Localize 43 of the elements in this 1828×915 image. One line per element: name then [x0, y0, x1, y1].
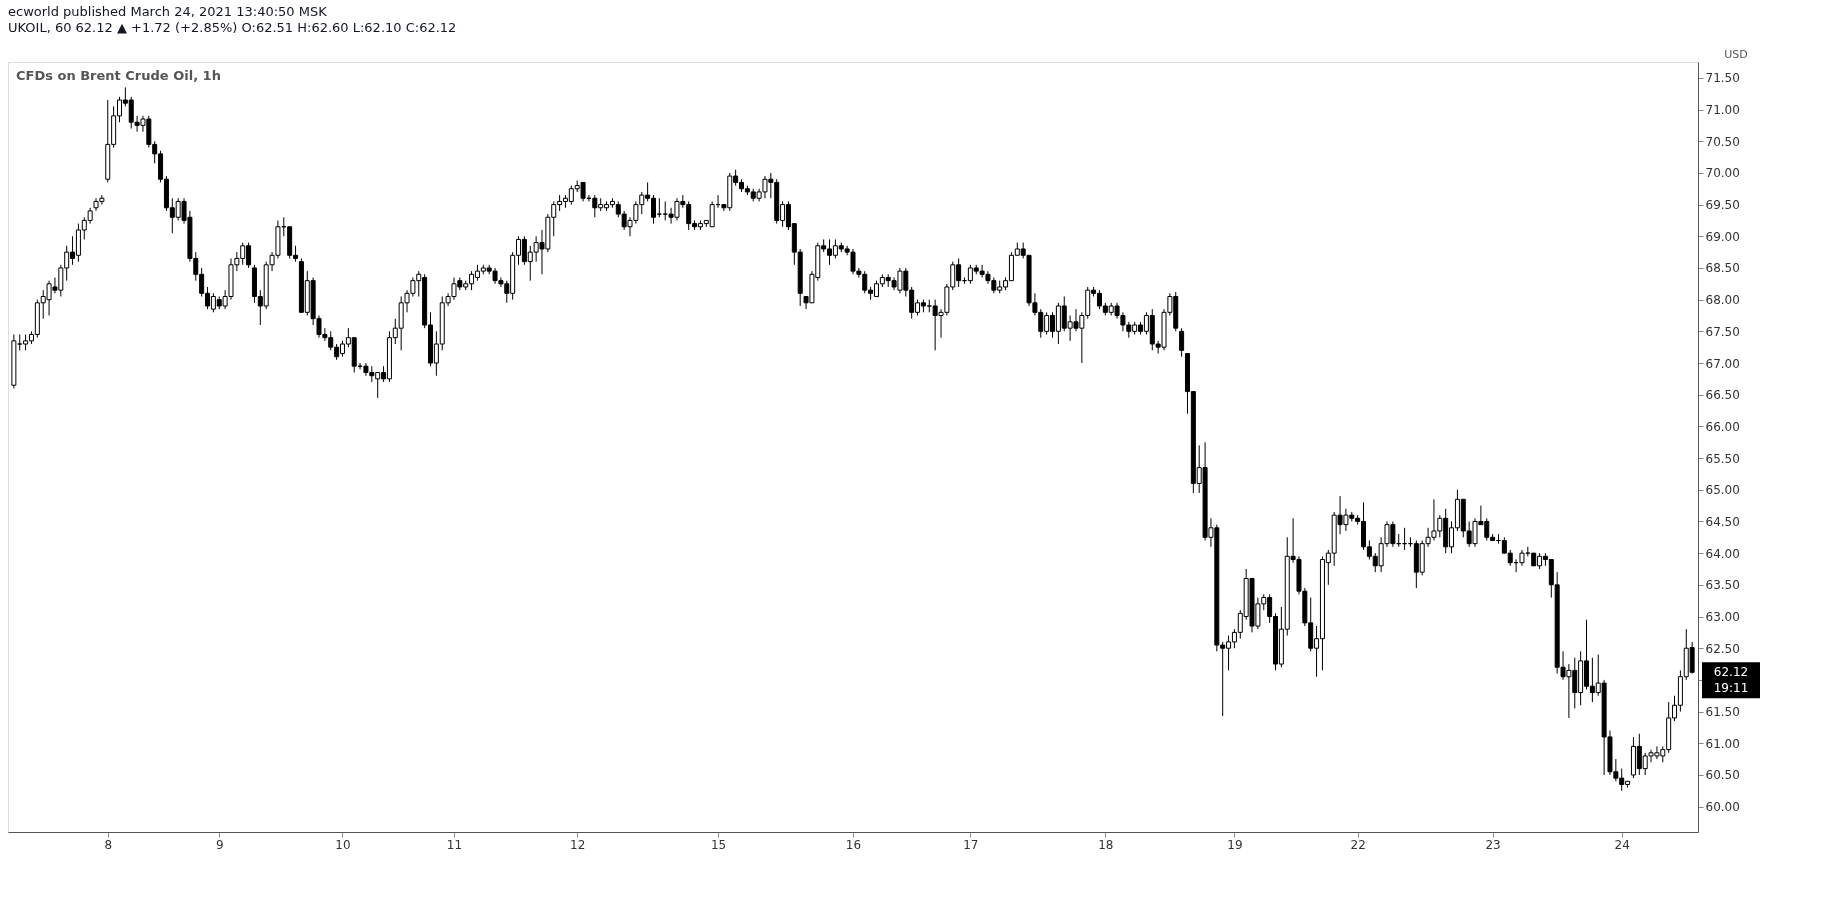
- x-tick-label: 23: [1485, 837, 1501, 852]
- x-tick-label: 18: [1098, 837, 1114, 852]
- chart-title: ecworld published March 24, 2021 13:40:50 MSK: [8, 4, 328, 19]
- chart-subtitle: UKOIL, 60 62.12 ▲ +1.72 (+2.85%) O:62.51 H:62.60 L:62.10 C:62.12: [8, 20, 457, 35]
- x-tick-label: 9: [215, 837, 224, 852]
- y-tick-label: 60.00: [1705, 800, 1740, 815]
- x-tick-label: 11: [446, 837, 463, 852]
- x-tick-label: 19: [1227, 837, 1243, 852]
- x-tick-label: 8: [104, 837, 113, 852]
- annotation: CFDs on Brent Crude Oil, 1h: [16, 68, 221, 83]
- x-tick-label: 16: [845, 837, 862, 852]
- y-tick-label: 66.50: [1705, 388, 1740, 403]
- x-tick-label: 15: [710, 837, 727, 852]
- y-tick-label: 68.50: [1705, 261, 1740, 276]
- y-tick-label: 71.50: [1705, 71, 1740, 86]
- y-tick-label: 61.50: [1705, 705, 1740, 720]
- y-tick-label: 67.50: [1705, 324, 1740, 339]
- text: 19:11: [1713, 681, 1749, 696]
- y-tick-label: 60.50: [1705, 768, 1740, 783]
- y-tick-label: 66.00: [1705, 419, 1740, 434]
- x-tick-label: 10: [335, 837, 351, 852]
- x-tick-label: 12: [570, 837, 586, 852]
- y-tick-label: 69.00: [1705, 229, 1740, 244]
- y-tick-label: 62.50: [1705, 641, 1740, 656]
- y-tick-label: 70.50: [1705, 134, 1740, 149]
- y-tick-label: 63.50: [1705, 578, 1740, 593]
- y-tick-label: 69.50: [1705, 198, 1740, 213]
- y-tick-label: 63.00: [1705, 610, 1740, 625]
- text: 62.12: [1713, 665, 1749, 680]
- y-tick-label: 71.00: [1705, 103, 1740, 118]
- y-tick-label: 70.00: [1705, 166, 1740, 181]
- y-tick-label: 68.00: [1705, 293, 1740, 308]
- y-tick-label: 64.00: [1705, 546, 1740, 561]
- y-tick-label: 64.50: [1705, 514, 1740, 529]
- x-tick-label: 24: [1614, 837, 1630, 852]
- text: USD: [1724, 48, 1748, 61]
- x-tick-label: 17: [963, 837, 979, 852]
- candlestick: [1179, 327, 1185, 358]
- x-tick-label: 22: [1350, 837, 1366, 852]
- y-tick-label: 67.00: [1705, 356, 1740, 371]
- y-tick-label: 65.00: [1705, 483, 1740, 498]
- y-tick-label: 65.50: [1705, 451, 1740, 466]
- y-tick-label: 61.00: [1705, 736, 1740, 751]
